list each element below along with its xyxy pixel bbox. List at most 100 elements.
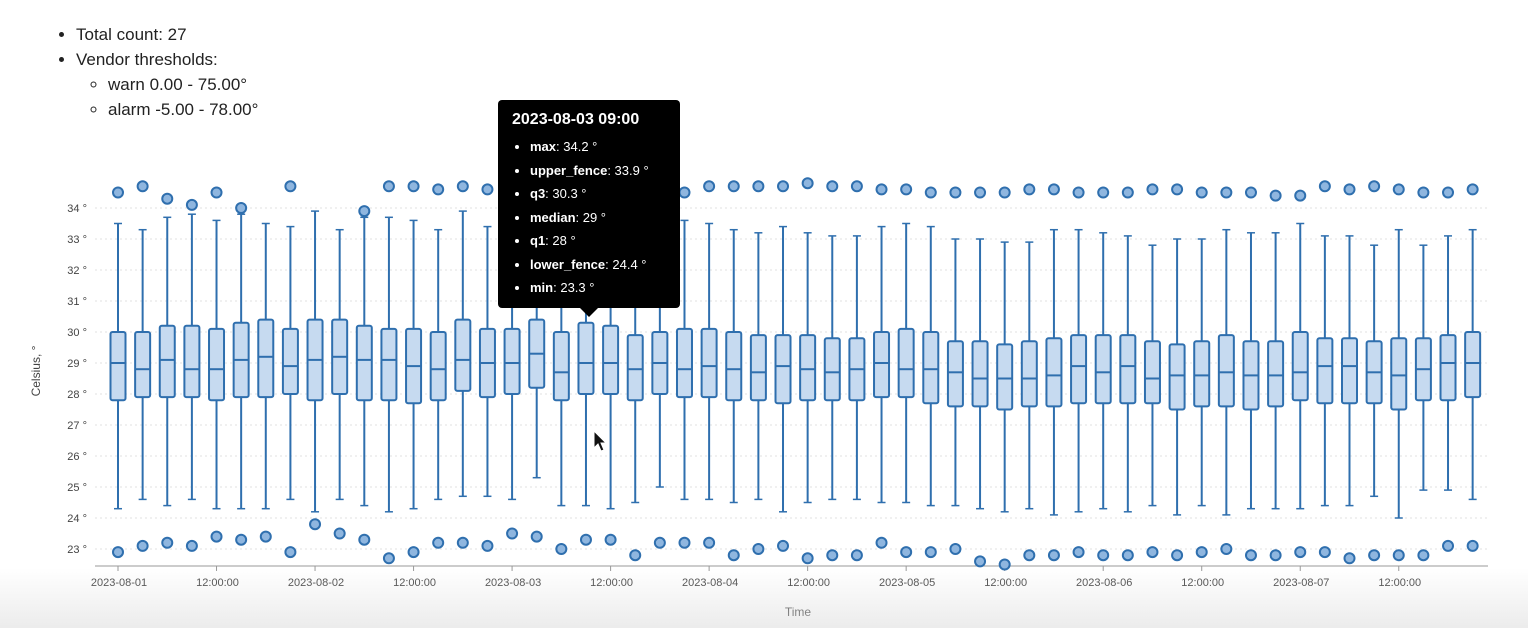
box-47[interactable]: [1267, 189, 1285, 562]
box-10[interactable]: [355, 205, 373, 546]
min-outlier[interactable]: [1220, 543, 1233, 555]
iqr-box[interactable]: [799, 334, 817, 402]
min-outlier[interactable]: [210, 530, 223, 543]
iqr-box[interactable]: [454, 318, 472, 392]
min-outlier[interactable]: [136, 539, 149, 552]
max-outlier[interactable]: [1417, 186, 1430, 199]
iqr-box[interactable]: [897, 327, 915, 399]
min-outlier[interactable]: [1269, 549, 1282, 562]
iqr-box[interactable]: [922, 331, 940, 405]
iqr-box[interactable]: [996, 343, 1014, 411]
min-outlier[interactable]: [826, 549, 839, 562]
max-outlier[interactable]: [900, 183, 913, 196]
max-outlier[interactable]: [1294, 189, 1307, 202]
box-27[interactable]: [774, 180, 792, 552]
max-outlier[interactable]: [358, 205, 371, 218]
box-45[interactable]: [1217, 186, 1235, 555]
min-outlier[interactable]: [1097, 549, 1110, 562]
box-32[interactable]: [897, 183, 915, 559]
max-outlier[interactable]: [1121, 186, 1134, 199]
min-outlier[interactable]: [1171, 549, 1184, 562]
box-28[interactable]: [799, 177, 817, 565]
max-outlier[interactable]: [136, 180, 149, 193]
box-7[interactable]: [281, 180, 299, 559]
min-outlier[interactable]: [1442, 539, 1455, 552]
max-outlier[interactable]: [185, 198, 198, 211]
box-34[interactable]: [946, 186, 964, 555]
box-13[interactable]: [429, 183, 447, 549]
min-outlier[interactable]: [924, 546, 937, 559]
min-outlier[interactable]: [506, 527, 519, 540]
min-outlier[interactable]: [481, 539, 494, 552]
box-15[interactable]: [478, 183, 496, 552]
box-2[interactable]: [158, 192, 176, 549]
iqr-box[interactable]: [749, 334, 767, 402]
iqr-box[interactable]: [109, 331, 127, 402]
max-outlier[interactable]: [924, 186, 937, 199]
max-outlier[interactable]: [112, 186, 124, 199]
min-outlier[interactable]: [456, 536, 469, 549]
max-outlier[interactable]: [1343, 183, 1356, 196]
max-outlier[interactable]: [1047, 183, 1060, 196]
min-outlier[interactable]: [1392, 549, 1405, 562]
box-11[interactable]: [380, 180, 398, 565]
max-outlier[interactable]: [850, 180, 863, 193]
iqr-box[interactable]: [1316, 337, 1334, 405]
box-41[interactable]: [1119, 186, 1137, 562]
iqr-box[interactable]: [602, 324, 620, 395]
min-outlier[interactable]: [1072, 546, 1085, 559]
iqr-box[interactable]: [552, 331, 570, 402]
box-29[interactable]: [823, 180, 841, 562]
box-31[interactable]: [873, 183, 891, 549]
box-14[interactable]: [454, 180, 472, 549]
iqr-box[interactable]: [1464, 331, 1482, 399]
min-outlier[interactable]: [678, 536, 691, 549]
max-outlier[interactable]: [678, 186, 691, 199]
min-outlier[interactable]: [1417, 549, 1430, 562]
box-50[interactable]: [1341, 183, 1358, 565]
max-outlier[interactable]: [1269, 189, 1282, 202]
box-9[interactable]: [331, 228, 349, 540]
box-52[interactable]: [1390, 183, 1408, 562]
iqr-box[interactable]: [675, 327, 693, 399]
min-outlier[interactable]: [358, 533, 371, 546]
min-outlier[interactable]: [1244, 549, 1257, 562]
box-3[interactable]: [183, 198, 201, 552]
iqr-box[interactable]: [1193, 340, 1211, 408]
max-outlier[interactable]: [1220, 186, 1233, 199]
box-40[interactable]: [1094, 186, 1112, 562]
min-outlier[interactable]: [1343, 552, 1356, 565]
min-outlier[interactable]: [309, 518, 322, 531]
iqr-box[interactable]: [626, 334, 644, 402]
max-outlier[interactable]: [826, 180, 839, 193]
iqr-box[interactable]: [774, 334, 792, 405]
iqr-box[interactable]: [158, 324, 176, 399]
box-30[interactable]: [848, 180, 866, 562]
min-outlier[interactable]: [875, 536, 888, 549]
min-outlier[interactable]: [579, 533, 592, 546]
min-outlier[interactable]: [629, 549, 642, 562]
min-outlier[interactable]: [1195, 546, 1208, 559]
iqr-box[interactable]: [380, 327, 398, 402]
box-44[interactable]: [1193, 186, 1211, 559]
iqr-box[interactable]: [1070, 334, 1088, 405]
min-outlier[interactable]: [703, 536, 716, 549]
max-outlier[interactable]: [481, 183, 494, 196]
box-48[interactable]: [1291, 189, 1309, 559]
min-outlier[interactable]: [974, 555, 987, 568]
box-33[interactable]: [922, 186, 940, 559]
min-outlier[interactable]: [161, 536, 174, 549]
iqr-box[interactable]: [183, 324, 201, 399]
min-outlier[interactable]: [1023, 549, 1036, 562]
min-outlier[interactable]: [1146, 546, 1159, 559]
max-outlier[interactable]: [407, 180, 420, 193]
iqr-box[interactable]: [577, 321, 595, 396]
min-outlier[interactable]: [850, 549, 863, 562]
iqr-box[interactable]: [208, 327, 226, 402]
iqr-box[interactable]: [1439, 334, 1457, 402]
min-outlier[interactable]: [727, 549, 740, 562]
max-outlier[interactable]: [284, 180, 297, 193]
box-39[interactable]: [1070, 186, 1088, 559]
box-23[interactable]: [675, 186, 693, 549]
box-42[interactable]: [1143, 183, 1161, 559]
